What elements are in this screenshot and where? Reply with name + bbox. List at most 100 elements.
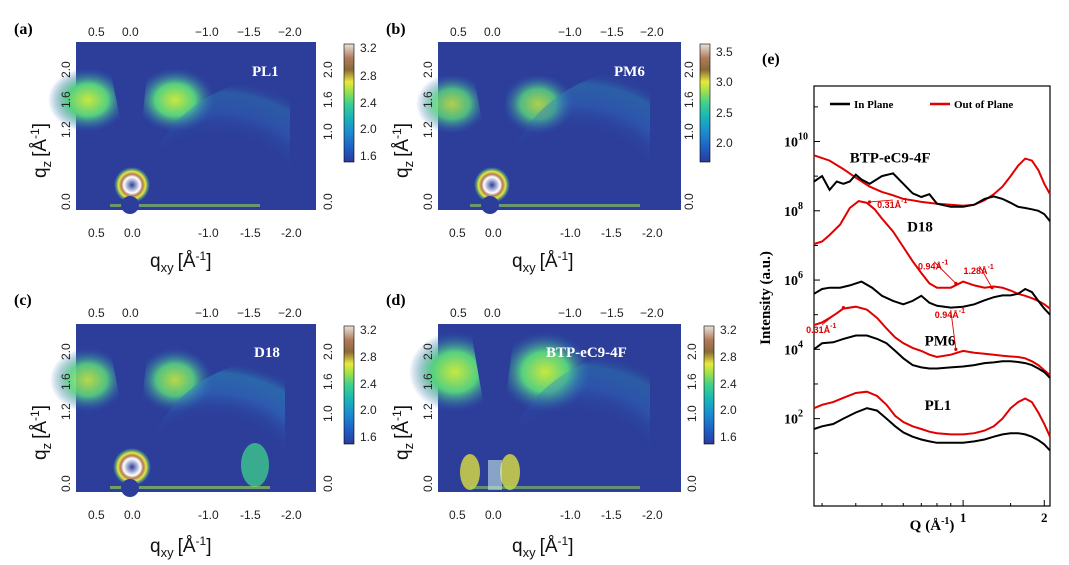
colorbar-tick: 3.0 (716, 75, 733, 89)
axis-subscript: xy (523, 260, 537, 275)
giwaxs-panel-d: (d) BTP-eC9-4F 3.2 2.8 2.4 2.0 1.6 0.5 0… (386, 292, 737, 560)
colorbar-tick: 2.5 (716, 106, 733, 120)
out-of-plane-line (813, 154, 1051, 207)
tick-exponent: 2 (798, 409, 803, 420)
tick-label: 1.2 (421, 121, 435, 138)
tick-label: -1.5 (240, 508, 261, 522)
axis-unit-exp: -1 (558, 534, 569, 548)
axis-unit-close: ] (206, 536, 211, 557)
axis-unit: [Å (540, 251, 558, 272)
tick-label: −2.0 (640, 25, 664, 39)
axis-unit-close: ] (568, 251, 573, 272)
in-plane-line (813, 334, 1051, 379)
arrow-head (867, 200, 872, 204)
tick-label: 1.2 (59, 121, 73, 138)
tick-label: 0.0 (321, 193, 335, 210)
colorbar-tick: 1.6 (720, 430, 737, 444)
tick-label: 2.0 (685, 343, 699, 360)
tick-exponent: 4 (798, 339, 803, 350)
legend-label: Out of Plane (954, 99, 1013, 111)
axis-unit-close: ) (949, 518, 954, 534)
giwaxs-panel-c: (c) D18 3.2 2.8 2.4 2.0 1.6 0.5 0.0 −1.0… (14, 292, 377, 560)
horizon-line (110, 204, 260, 207)
tick-label: -1.5 (601, 508, 622, 522)
y-axis-label: qz [Å-1] (28, 123, 54, 178)
tick-label: -2.0 (281, 226, 302, 240)
tick-label: −2.0 (640, 306, 664, 320)
top-axis-ticks: 0.5 0.0 −1.0 −1.5 −2.0 (88, 25, 302, 39)
arrow-head (841, 306, 846, 310)
tick-label: 0.5 (88, 226, 105, 240)
axis-unit-exp: -1 (28, 410, 42, 421)
tick-label: 2.0 (59, 343, 73, 360)
right-axis-ticks: 2.0 1.6 1.0 0.0 (321, 343, 335, 492)
tick-label: −1.0 (195, 306, 219, 320)
x-tick-label: 2 (1041, 510, 1048, 525)
axis-unit: [Å (30, 421, 51, 439)
tick-label: −1.0 (558, 306, 582, 320)
y-tick-label: 104 (784, 339, 803, 358)
tick-label: -1.0 (560, 226, 581, 240)
x-axis-label: qxy [Å-1] (512, 534, 573, 560)
tick-label: 1.6 (421, 91, 435, 108)
annotation-value: 1.28Å (963, 266, 988, 276)
top-axis-ticks: 0.5 0.0 −1.0 −1.5 −2.0 (450, 306, 664, 320)
axis-unit-exp: -1 (390, 410, 404, 421)
giwaxs-panel-b: (b) PM6 3.5 3.0 2.5 2.0 0.5 0.0 −1.0 −1.… (386, 21, 733, 275)
tick-label: −1.5 (237, 25, 261, 39)
axis-letter: Q (910, 518, 922, 534)
beamstop (488, 460, 502, 490)
colorbar: 3.2 2.8 2.4 2.0 1.6 (703, 323, 737, 445)
colorbar-tick: 2.8 (720, 350, 737, 364)
axis-subscript: z (401, 161, 416, 168)
axis-subscript: z (401, 443, 416, 450)
colorbar-tick: 2.0 (716, 136, 733, 150)
axis-unit-exp: -1 (196, 534, 207, 548)
ring-feature (114, 167, 150, 203)
axis-letter: q (512, 251, 523, 272)
axis-subscript: z (39, 443, 54, 450)
sample-labels: BTP-eC9-4F D18 PM6 PL1 (850, 150, 956, 413)
tick-base: 10 (784, 413, 798, 428)
x-axis-label: Q (Å-1) (910, 516, 955, 534)
colorbar-tick: 2.8 (360, 69, 377, 83)
axis-unit-close: ] (392, 405, 413, 410)
tick-label: 1.6 (682, 91, 696, 108)
axis-unit: [Å (178, 251, 196, 272)
tick-label: 0.0 (421, 475, 435, 492)
beamstop (121, 196, 139, 214)
tick-label: -1.5 (601, 226, 622, 240)
axis-letter: q (392, 167, 413, 178)
annotation-arrow (821, 307, 844, 326)
tick-exponent: 8 (798, 201, 803, 212)
ring-feature (113, 448, 151, 486)
annotation-label: 0.94Å-1 (918, 260, 948, 272)
tick-label: 2.0 (421, 61, 435, 78)
bottom-axis-ticks: 0.5 0.0 -1.0 -1.5 -2.0 (449, 508, 663, 522)
axis-unit-exp: -1 (196, 249, 207, 263)
tick-label: 1.2 (59, 403, 73, 420)
scattering-lobe-left (416, 74, 488, 134)
right-axis-ticks: 2.0 1.6 1.0 0.0 (321, 61, 335, 210)
scattering-peak (241, 443, 269, 487)
wedge-shadow (470, 326, 515, 475)
bottom-axis-ticks: 0.5 0.0 -1.0 -1.5 -2.0 (88, 226, 302, 240)
annotation-exp: -1 (988, 264, 994, 271)
axis-unit-exp: -1 (558, 249, 569, 263)
y-axis-label: qz [Å-1] (390, 123, 416, 178)
axis-letter: q (512, 536, 523, 557)
axis-subscript: xy (161, 260, 175, 275)
left-axis-ticks: 2.0 1.6 1.2 0.0 (59, 343, 73, 492)
annotation-exp: -1 (959, 308, 965, 315)
colorbar-tick: 2.4 (360, 377, 377, 391)
tick-exponent: 6 (798, 270, 803, 281)
scattering-streak (500, 454, 520, 490)
tick-label: 0.5 (449, 226, 466, 240)
legend: In Plane Out of Plane (830, 99, 1013, 111)
annotation-arrow (869, 199, 894, 203)
tick-label: −1.5 (600, 306, 624, 320)
axis-unit-close: ] (392, 123, 413, 128)
annotation-value: 0.94Å (935, 310, 960, 320)
axis-unit: [Å (540, 536, 558, 557)
